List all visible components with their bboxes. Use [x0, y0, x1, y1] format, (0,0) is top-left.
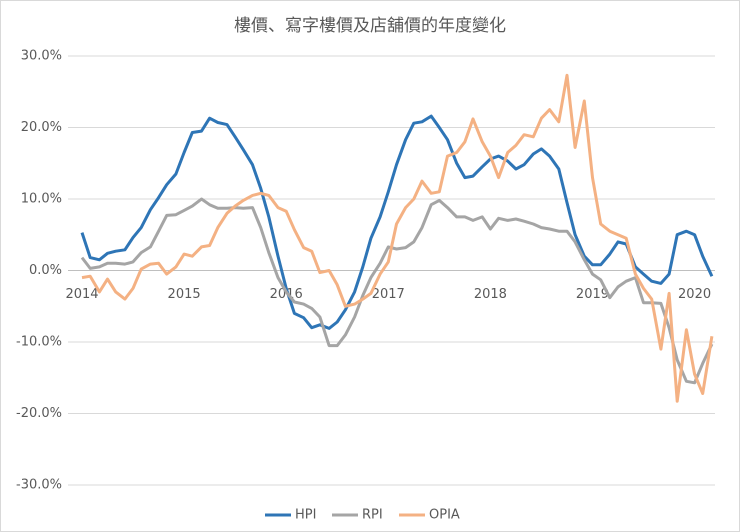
series-line: [80, 114, 714, 330]
y-tick-label: -20.0%: [16, 406, 62, 421]
x-tick-label: 2018: [474, 287, 507, 302]
series-line: [81, 73, 714, 403]
y-tick-label: 10.0%: [21, 192, 62, 207]
legend-label: OPIA: [429, 508, 460, 523]
y-tick-label: 30.0%: [21, 49, 62, 64]
y-tick-label: -10.0%: [16, 335, 62, 350]
y-tick-label: 20.0%: [21, 120, 62, 135]
x-tick-label: 2016: [270, 287, 303, 302]
y-tick-label: 0.0%: [29, 263, 62, 278]
legend-label: RPI: [362, 508, 383, 523]
x-tick-label: 2020: [678, 287, 711, 302]
series-line: [80, 197, 714, 385]
x-tick-label: 2014: [65, 287, 98, 302]
x-tick-label: 2019: [576, 287, 609, 302]
x-tick-label: 2017: [372, 287, 405, 302]
x-tick-label: 2015: [168, 287, 201, 302]
y-tick-label: -30.0%: [16, 478, 62, 493]
chart-title: 樓價、寫字樓價及店舖價的年度變化: [234, 16, 506, 36]
legend-label: HPI: [295, 508, 316, 523]
